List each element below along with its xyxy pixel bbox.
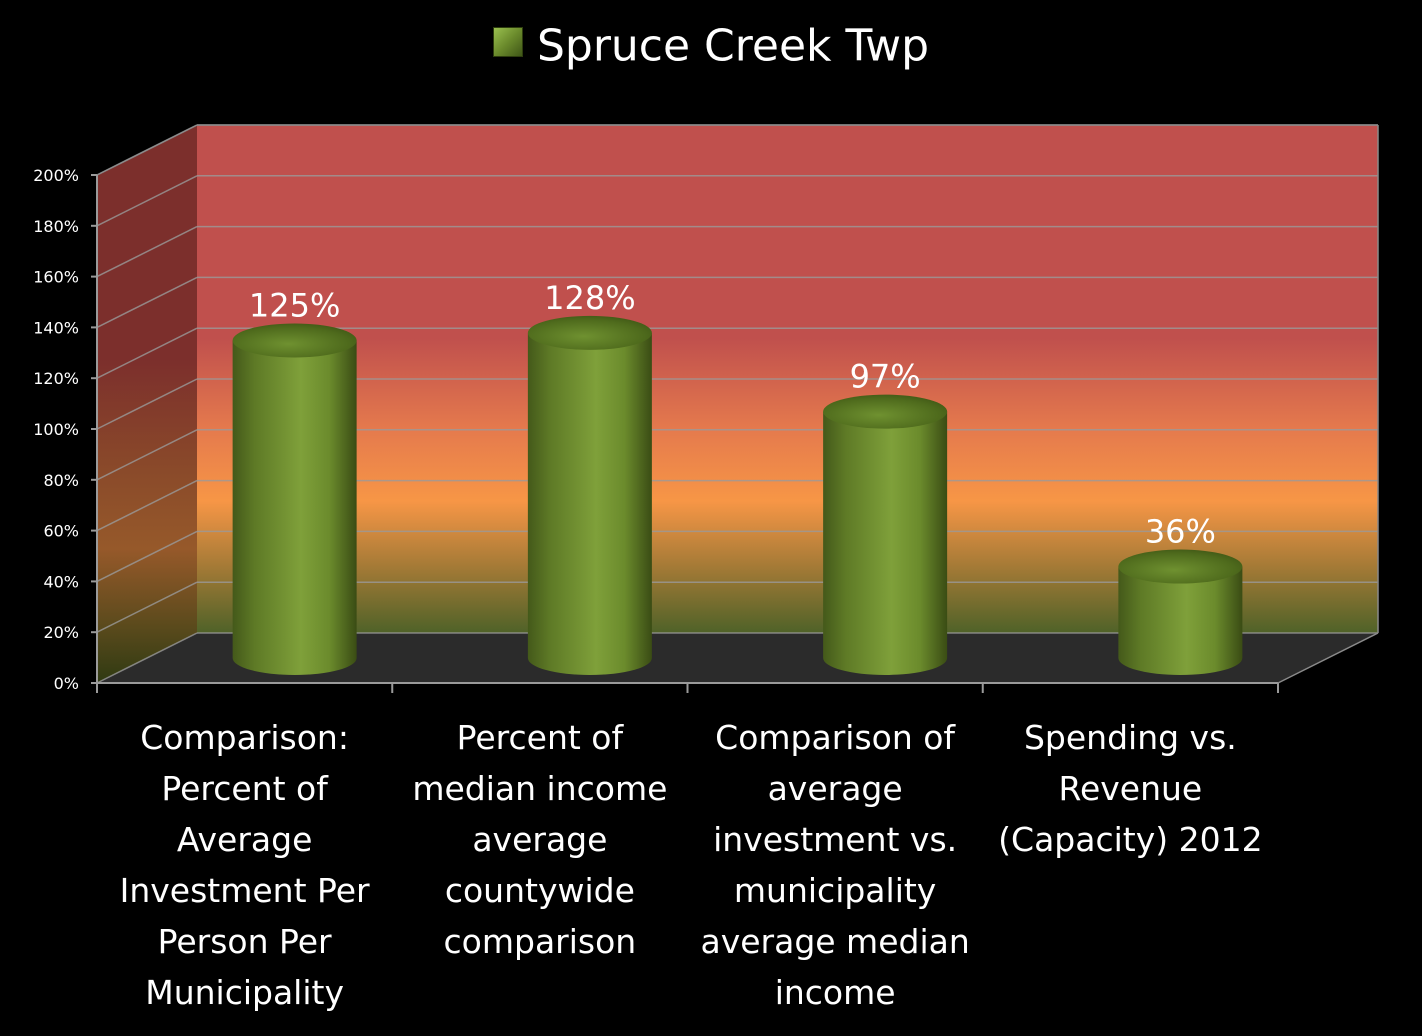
- bar-body: [527, 332, 652, 675]
- bar: [1118, 549, 1243, 675]
- data-label: 97%: [850, 358, 921, 396]
- y-tick-label: 40%: [43, 572, 79, 591]
- y-tick-label: 0%: [54, 674, 79, 693]
- bar-cap: [527, 315, 652, 350]
- gridline: [96, 225, 198, 278]
- y-tick-label: 140%: [33, 318, 79, 337]
- gridline: [96, 327, 198, 379]
- y-tick-label: 100%: [33, 420, 79, 439]
- floor-edge: [1277, 632, 1379, 684]
- gridline: [96, 175, 198, 227]
- x-tick-label: Percent of median income average countyw…: [412, 718, 668, 961]
- data-label: 36%: [1145, 513, 1216, 551]
- gridline: [96, 429, 198, 481]
- bar-cap: [1118, 549, 1243, 584]
- wall-edge: [96, 124, 198, 176]
- x-tick-label: Comparison of average investment vs. mun…: [700, 718, 970, 1012]
- gridline: [96, 378, 198, 430]
- y-tick-label: 160%: [33, 268, 79, 287]
- x-tick-label: Comparison: Percent of Average Investmen…: [119, 718, 370, 1012]
- bar: [232, 323, 357, 675]
- x-tick-label: Spending vs. Revenue (Capacity) 2012: [998, 718, 1263, 859]
- gridline: [96, 632, 198, 684]
- bar-cap: [823, 394, 948, 429]
- data-label: 128%: [544, 279, 635, 317]
- y-tick-label: 80%: [43, 471, 79, 490]
- data-label: 125%: [249, 287, 340, 325]
- y-tick-label: 20%: [43, 623, 79, 642]
- legend: Spruce Creek Twp: [0, 18, 1422, 72]
- gridline: [96, 479, 198, 532]
- gridline: [96, 581, 198, 633]
- y-tick-label: 60%: [43, 522, 79, 541]
- bar: [823, 394, 948, 675]
- bar: [527, 315, 652, 675]
- y-tick-label: 120%: [33, 369, 79, 388]
- bar-body: [823, 411, 948, 675]
- y-tick-label: 200%: [33, 166, 79, 185]
- bar-body: [232, 340, 357, 675]
- bar-body: [1118, 566, 1243, 675]
- gridline: [96, 530, 198, 583]
- legend-swatch: [492, 27, 523, 57]
- legend-label: Spruce Creek Twp: [536, 20, 930, 72]
- bar-cap: [232, 323, 357, 358]
- gridline: [96, 276, 198, 329]
- floor: [97, 633, 1378, 683]
- y-tick-label: 180%: [33, 217, 79, 236]
